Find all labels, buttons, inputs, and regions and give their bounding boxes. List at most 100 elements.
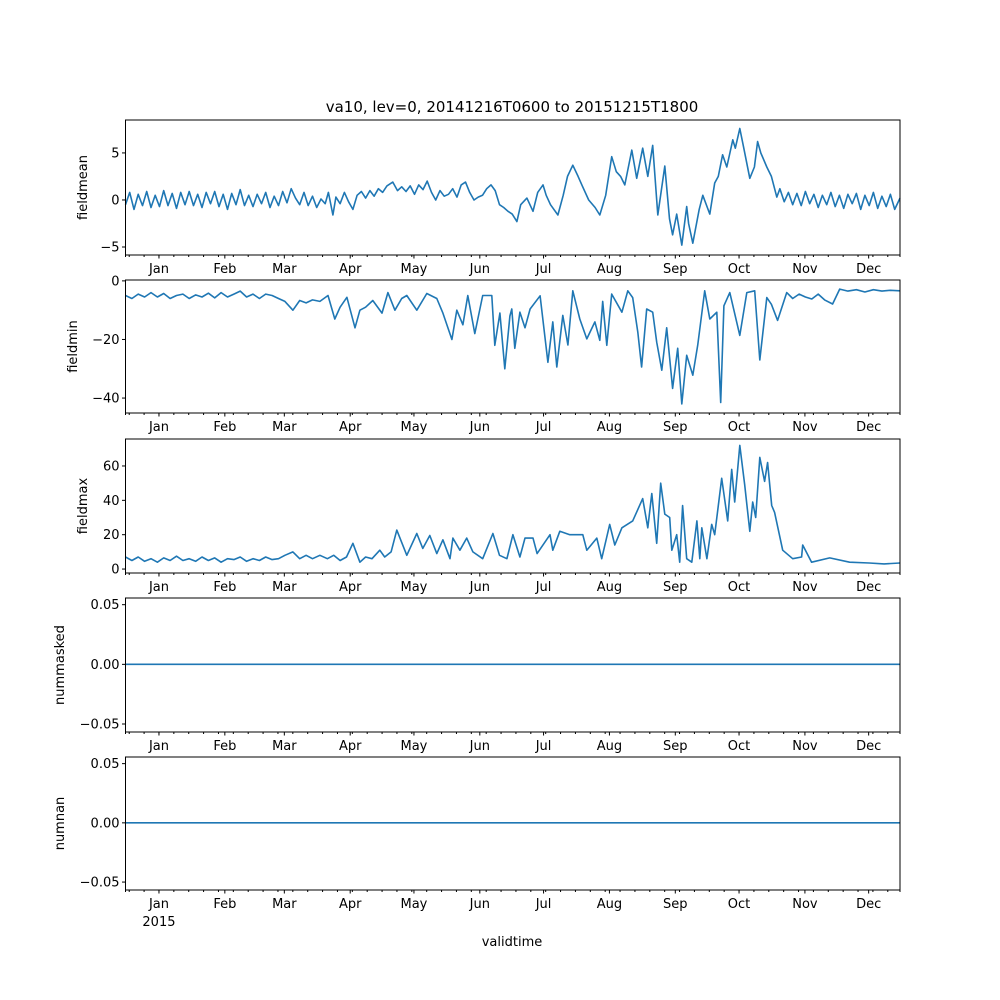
x-tick-label: Jul — [535, 262, 552, 277]
x-tick-label: Sep — [663, 739, 688, 754]
y-tick-label: 0 — [111, 193, 119, 208]
y-tick-label: 60 — [103, 459, 120, 474]
x-tick-label: Jun — [469, 420, 490, 435]
x-tick-label: Sep — [663, 897, 688, 912]
series-line-fieldmax — [125, 444, 901, 565]
series-line-fieldmean — [124, 127, 901, 246]
x-tick-label: Mar — [272, 420, 297, 435]
y-tick-label: −0.05 — [80, 876, 120, 891]
x-tick-label: Jun — [469, 262, 490, 277]
x-tick-label: May — [401, 262, 428, 277]
x-tick-label: Oct — [728, 262, 750, 277]
x-tick-label: May — [401, 897, 428, 912]
y-axis-label: numnan — [53, 797, 68, 851]
y-tick-label: −40 — [92, 392, 119, 407]
x-tick-label: Sep — [663, 262, 688, 277]
x-tick-label: Apr — [339, 262, 362, 277]
x-tick-label: Apr — [339, 580, 362, 595]
x-tick-label: Oct — [728, 420, 750, 435]
y-tick-label: 5 — [111, 146, 119, 161]
x-tick-label: Feb — [213, 897, 236, 912]
x-tick-label: Dec — [856, 897, 881, 912]
x-axis-label: validtime — [482, 935, 543, 950]
x-tick-label: Aug — [597, 580, 622, 595]
y-axis-label: nummasked — [53, 625, 68, 705]
subplots: −5 0 5 fieldmean Jan Feb Mar Apr May Jun Jul Aug Sep… — [53, 119, 901, 930]
x-tick-label: Jun — [469, 897, 490, 912]
x-tick-label: May — [401, 420, 428, 435]
x-tick-label: Dec — [856, 420, 881, 435]
x-tick-label: Nov — [792, 262, 818, 277]
subplot-numnan: −0.05 0.00 0.05 numnan Jan Feb Mar Apr May Jun Jul… — [53, 756, 901, 930]
x-tick-label: Nov — [792, 739, 818, 754]
x-tick-label: Jul — [535, 420, 552, 435]
x-tick-label: Apr — [339, 739, 362, 754]
subplot-fieldmin: −40 −20 0 fieldmin Jan Feb Mar Apr May Jun Jul Aug S… — [66, 274, 901, 435]
y-tick-label: 0.05 — [91, 757, 120, 772]
x-tick-label: Feb — [213, 420, 236, 435]
axes-frame — [125, 438, 901, 574]
x-tick-label: Aug — [597, 739, 622, 754]
x-tick-label: Sep — [663, 580, 688, 595]
y-tick-label: 0.00 — [91, 658, 120, 673]
x-tick-label: Nov — [792, 897, 818, 912]
subplot-fieldmean: −5 0 5 fieldmean Jan Feb Mar Apr May Jun Jul Aug Sep… — [76, 119, 901, 277]
x-tick-label: Feb — [213, 739, 236, 754]
y-axis-label: fieldmax — [76, 478, 91, 535]
subplot-nummasked: −0.05 0.00 0.05 nummasked Jan Feb Mar Apr May Jun… — [53, 597, 901, 754]
x-tick-label: Nov — [792, 420, 818, 435]
x-tick-label: Jul — [535, 580, 552, 595]
y-tick-label: 0.00 — [91, 816, 120, 831]
x-tick-label: Jun — [469, 739, 490, 754]
x-tick-label: Oct — [728, 897, 750, 912]
y-tick-label: 0.05 — [91, 598, 120, 613]
axes-frame — [125, 119, 901, 256]
y-tick-label: 40 — [103, 494, 120, 509]
x-tick-label: Jun — [469, 580, 490, 595]
x-tick-label: Nov — [792, 580, 818, 595]
x-tick-label: Jan — [148, 420, 169, 435]
axes-frame — [125, 279, 901, 414]
x-tick-label: Dec — [856, 739, 881, 754]
x-tick-label: Aug — [597, 897, 622, 912]
x-tick-label: Sep — [663, 420, 688, 435]
x-tick-label: Mar — [272, 739, 297, 754]
x-tick-label: Apr — [339, 897, 362, 912]
series-line-fieldmin — [125, 288, 901, 405]
x-tick-label: Mar — [272, 262, 297, 277]
x-tick-label: Mar — [272, 897, 297, 912]
x-tick-label: Jul — [535, 897, 552, 912]
x-tick-label: Dec — [856, 580, 881, 595]
x-tick-label: Feb — [213, 580, 236, 595]
x-tick-label: Jul — [535, 739, 552, 754]
x-tick-label: May — [401, 580, 428, 595]
y-tick-label: −20 — [92, 333, 119, 348]
x-tick-label: Jan — [148, 897, 169, 912]
x-tick-label: Aug — [597, 420, 622, 435]
subplot-fieldmax: 0 20 40 60 fieldmax Jan Feb Mar Apr May Jun Jul Aug S… — [76, 438, 901, 595]
chart-title: va10, lev=0, 20141216T0600 to 20151215T1… — [326, 98, 699, 116]
x-tick-label: Jan — [148, 739, 169, 754]
x-tick-label: Dec — [856, 262, 881, 277]
y-tick-label: 0 — [111, 563, 119, 578]
y-tick-label: 0 — [111, 274, 119, 289]
x-year-label: 2015 — [142, 915, 175, 930]
x-tick-label: Feb — [213, 262, 236, 277]
y-tick-label: −0.05 — [80, 718, 120, 733]
x-tick-label: May — [401, 739, 428, 754]
x-tick-label: Jan — [148, 262, 169, 277]
x-tick-label: Oct — [728, 739, 750, 754]
y-tick-label: −5 — [100, 241, 119, 256]
x-tick-label: Mar — [272, 580, 297, 595]
x-tick-label: Apr — [339, 420, 362, 435]
x-tick-label: Jan — [148, 580, 169, 595]
x-tick-label: Aug — [597, 262, 622, 277]
y-axis-label: fieldmin — [66, 320, 81, 373]
y-tick-label: 20 — [103, 528, 120, 543]
x-tick-label: Oct — [728, 580, 750, 595]
axes-frame — [125, 597, 901, 733]
y-axis-label: fieldmean — [76, 155, 91, 220]
axes-frame — [125, 756, 901, 891]
